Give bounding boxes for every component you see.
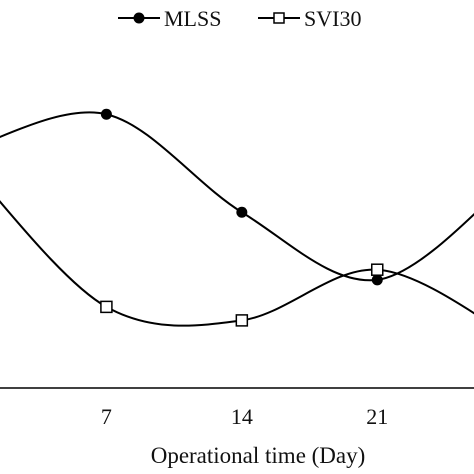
data-point-svi30-day-7 — [100, 300, 113, 314]
x-tick-label-21: 21 — [366, 404, 388, 429]
legend-label-mlss: MLSS — [164, 6, 221, 31]
legend-marker-mlss — [133, 12, 145, 24]
legend: MLSS SVI30 — [118, 6, 361, 31]
x-tick-label-7: 7 — [101, 404, 112, 429]
legend-label-svi30: SVI30 — [304, 6, 361, 31]
data-point-svi30-day-21 — [371, 263, 384, 276]
data-point-mlss-day-7 — [100, 108, 112, 120]
legend-marker-svi30 — [273, 12, 285, 24]
series-line-mlss — [0, 111, 474, 282]
x-axis-ticks: 7 14 21 — [101, 404, 388, 429]
plot-area — [0, 108, 474, 327]
data-point-mlss-day-21 — [371, 274, 383, 286]
data-point-mlss-day-14 — [236, 206, 248, 218]
series-line-svi30 — [0, 200, 474, 327]
data-point-svi30-day-14 — [235, 314, 249, 327]
x-tick-label-14: 14 — [231, 404, 253, 429]
x-axis-label: Operational time (Day) — [151, 443, 366, 468]
